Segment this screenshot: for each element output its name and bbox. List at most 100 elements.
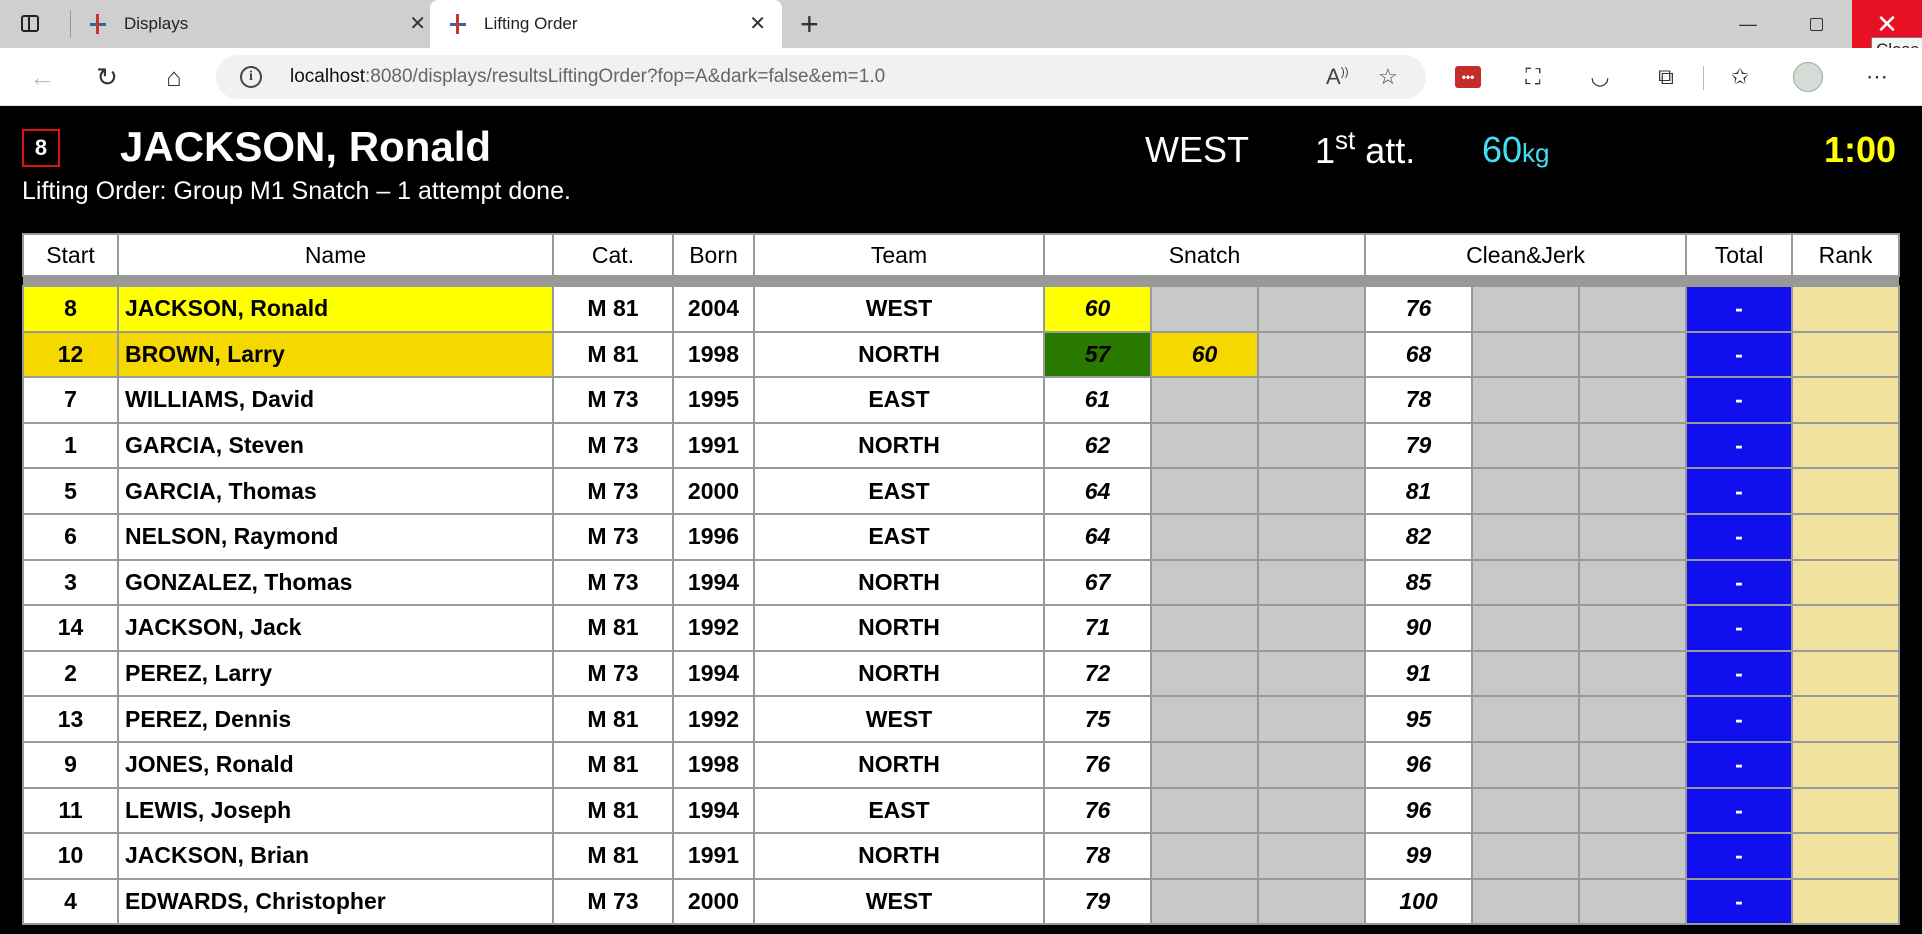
total-cell: -: [1685, 604, 1794, 652]
restore-button[interactable]: [1782, 0, 1850, 48]
table-row: 4 EDWARDS, Christopher M 73 2000 WEST 79 100 -: [22, 877, 1901, 926]
tab-lifting-order[interactable]: Lifting Order ✕: [430, 0, 782, 48]
snatch-3-cell: [1256, 604, 1367, 652]
current-start-number: 8: [22, 129, 60, 167]
header-category: Cat.: [552, 233, 674, 277]
snatch-1-cell: 60: [1043, 285, 1152, 333]
snatch-2-cell: [1150, 832, 1259, 880]
header-start: Start: [22, 233, 119, 277]
add-favorite-icon[interactable]: ☆: [1378, 64, 1398, 89]
tab-displays[interactable]: Displays ✕: [88, 0, 426, 48]
header-clean-jerk: Clean&Jerk: [1364, 233, 1688, 277]
born-cell: 1991: [672, 421, 755, 470]
born-cell: 1994: [672, 558, 755, 607]
cj-3-cell: [1578, 832, 1688, 880]
cj-3-cell: [1578, 421, 1688, 470]
name-cell: JACKSON, Ronald: [117, 285, 554, 333]
screenshot-icon[interactable]: ⛶: [1525, 64, 1541, 89]
table-row: 5 GARCIA, Thomas M 73 2000 EAST 64 81 -: [22, 467, 1901, 515]
cj-1-cell: 96: [1364, 786, 1474, 835]
read-aloud-icon[interactable]: A)): [1326, 64, 1349, 89]
snatch-3-cell: [1256, 786, 1367, 835]
table-row: 7 WILLIAMS, David M 73 1995 EAST 61 78 -: [22, 376, 1901, 424]
cj-1-cell: 85: [1364, 558, 1474, 607]
total-cell: -: [1685, 512, 1794, 561]
more-menu-icon[interactable]: ⋯: [1866, 64, 1888, 89]
header-rank: Rank: [1791, 233, 1901, 277]
name-cell: PEREZ, Dennis: [117, 695, 554, 743]
rank-cell: [1791, 786, 1901, 835]
url-text[interactable]: localhost:8080/displays/resultsLiftingOr…: [290, 66, 886, 87]
favorites-icon[interactable]: ✩: [1730, 64, 1750, 89]
extension-icon[interactable]: •••: [1453, 62, 1483, 92]
table-header: Start Name Cat. Born Team Snatch Clean&J…: [22, 233, 1901, 277]
attempt-clock: 1:00: [1824, 129, 1897, 170]
close-tab-icon[interactable]: ✕: [749, 13, 766, 35]
start-cell: 1: [22, 421, 119, 470]
snatch-2-cell: [1150, 649, 1259, 698]
born-cell: 2000: [672, 877, 755, 926]
name-cell: WILLIAMS, David: [117, 376, 554, 424]
cj-1-cell: 91: [1364, 649, 1474, 698]
category-cell: M 81: [552, 285, 674, 333]
snatch-2-cell: [1150, 877, 1259, 926]
profile-avatar[interactable]: [1793, 62, 1823, 92]
snatch-1-cell: 75: [1043, 695, 1152, 743]
category-cell: M 73: [552, 512, 674, 561]
born-cell: 1992: [672, 695, 755, 743]
lifting-order-display: 8 JACKSON, Ronald WEST 1st att. 60kg 1:0…: [0, 107, 1922, 934]
table-row: 11 LEWIS, Joseph M 81 1994 EAST 76 96 -: [22, 786, 1901, 835]
snatch-2-cell: [1150, 740, 1259, 789]
start-cell: 9: [22, 740, 119, 789]
site-info-icon[interactable]: i: [240, 66, 262, 88]
category-cell: M 73: [552, 421, 674, 470]
start-cell: 5: [22, 467, 119, 515]
rank-cell: [1791, 558, 1901, 607]
snatch-3-cell: [1256, 421, 1367, 470]
table-row: 13 PEREZ, Dennis M 81 1992 WEST 75 95 -: [22, 695, 1901, 743]
header-team: Team: [753, 233, 1045, 277]
cj-3-cell: [1578, 376, 1688, 424]
category-cell: M 81: [552, 786, 674, 835]
total-cell: -: [1685, 376, 1794, 424]
rank-cell: [1791, 421, 1901, 470]
address-bar[interactable]: i localhost:8080/displays/resultsLifting…: [216, 55, 1426, 99]
minimize-button[interactable]: —: [1739, 13, 1757, 34]
collections-icon[interactable]: ⧉: [1658, 64, 1674, 89]
snatch-1-cell: 72: [1043, 649, 1152, 698]
team-cell: NORTH: [753, 604, 1045, 652]
refresh-icon[interactable]: ↻: [96, 61, 118, 92]
total-cell: -: [1685, 786, 1794, 835]
current-team: WEST: [1145, 129, 1249, 170]
start-cell: 3: [22, 558, 119, 607]
close-tab-icon[interactable]: ✕: [409, 13, 426, 35]
home-icon[interactable]: ⌂: [166, 61, 182, 92]
rank-cell: [1791, 877, 1901, 926]
table-row: 1 GARCIA, Steven M 73 1991 NORTH 62 79 -: [22, 421, 1901, 470]
rank-cell: [1791, 512, 1901, 561]
team-cell: WEST: [753, 877, 1045, 926]
total-cell: -: [1685, 877, 1794, 926]
table-row: 6 NELSON, Raymond M 73 1996 EAST 64 82 -: [22, 512, 1901, 561]
category-cell: M 73: [552, 558, 674, 607]
team-cell: EAST: [753, 512, 1045, 561]
start-cell: 12: [22, 330, 119, 379]
start-cell: 4: [22, 877, 119, 926]
cj-1-cell: 76: [1364, 285, 1474, 333]
tab-actions-icon[interactable]: [18, 12, 44, 36]
pocket-icon[interactable]: ◡: [1590, 64, 1610, 89]
header-snatch: Snatch: [1042, 233, 1367, 277]
start-cell: 13: [22, 695, 119, 743]
tab-label: Displays: [124, 14, 189, 33]
table-row: 14 JACKSON, Jack M 81 1992 NORTH 71 90 -: [22, 604, 1901, 652]
new-tab-button[interactable]: +: [800, 6, 819, 42]
cj-2-cell: [1471, 558, 1581, 607]
cj-2-cell: [1471, 330, 1581, 379]
back-arrow-icon[interactable]: ←: [29, 61, 55, 92]
team-cell: WEST: [753, 695, 1045, 743]
table-row: 12 BROWN, Larry M 81 1998 NORTH 57 60 68 -: [22, 330, 1901, 379]
total-cell: -: [1685, 285, 1794, 333]
rank-cell: [1791, 740, 1901, 789]
cj-2-cell: [1471, 467, 1581, 515]
cj-3-cell: [1578, 649, 1688, 698]
